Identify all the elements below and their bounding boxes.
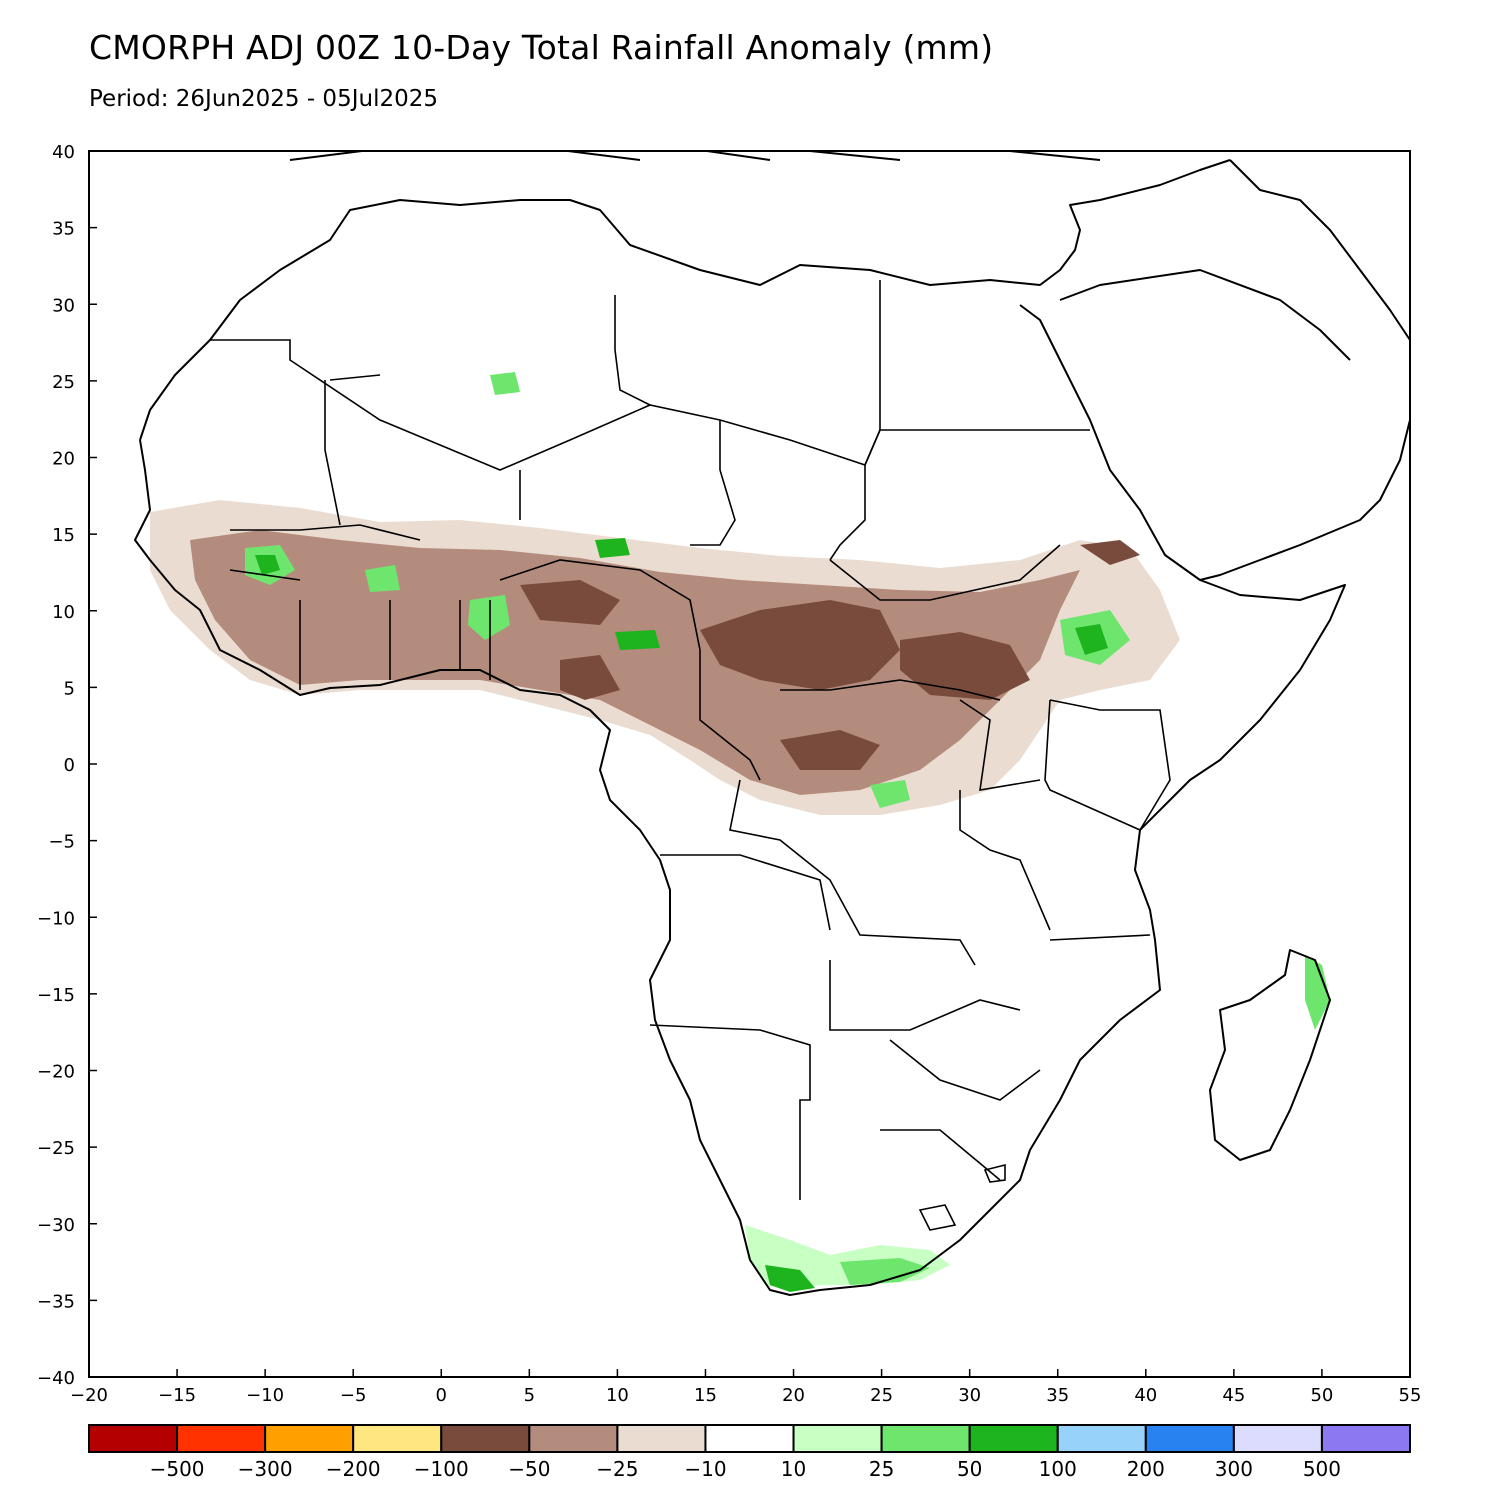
color-legend: −500 −300 −200 −100 −50 −25 −10 10 25 50 100 200 300…	[88, 1424, 1412, 1481]
anomaly-region	[560, 655, 620, 700]
legend-swatch	[1144, 1424, 1235, 1453]
anomaly-field	[150, 372, 1330, 1292]
anomaly-region	[1305, 955, 1330, 1030]
legend-swatch	[1232, 1424, 1323, 1453]
legend-label: −200	[326, 1457, 381, 1481]
legend-label: 200	[1127, 1457, 1165, 1481]
lon-tick-label: −20	[70, 1385, 108, 1406]
lat-tick-label: −40	[37, 1368, 75, 1389]
period-subtitle: Period: 26Jun2025 - 05Jul2025	[89, 86, 438, 112]
lat-tick-label: −35	[37, 1291, 75, 1312]
lat-tick-label: −20	[37, 1062, 75, 1083]
anomaly-region	[700, 600, 900, 690]
anomaly-region	[780, 730, 880, 770]
legend-label: 100	[1039, 1457, 1077, 1481]
lat-tick-label: −25	[37, 1138, 75, 1159]
lat-tick-label: −10	[37, 908, 75, 929]
lat-tick-label: −15	[37, 985, 75, 1006]
lon-tick-label: 5	[524, 1385, 535, 1406]
legend-swatch	[704, 1424, 795, 1453]
chart-title: CMORPH ADJ 00Z 10-Day Total Rainfall Ano…	[89, 28, 994, 67]
legend-label: 50	[957, 1457, 982, 1481]
anomaly-region	[520, 580, 620, 625]
lat-tick-label: 40	[52, 142, 75, 163]
lat-tick-label: 10	[52, 602, 75, 623]
lon-tick-label: −15	[158, 1385, 196, 1406]
anomaly-region	[190, 530, 1080, 795]
lon-tick-label: 40	[1134, 1385, 1157, 1406]
anomaly-region	[490, 372, 520, 395]
country-borders	[210, 280, 1171, 1231]
legend-swatch	[1056, 1424, 1147, 1453]
lon-tick-label: 20	[782, 1385, 805, 1406]
latitude-axis: 40 35 30 25 20 15 10 5 0 −5 −10 −15 −20 −25 −30 −35 −40	[37, 142, 97, 1389]
anomaly-region	[468, 595, 510, 640]
lon-tick-label: 25	[870, 1385, 893, 1406]
anomaly-region	[595, 538, 630, 558]
lat-tick-label: 30	[52, 295, 75, 316]
lon-tick-label: −10	[246, 1385, 284, 1406]
legend-swatch	[88, 1424, 179, 1453]
lat-tick-label: 15	[52, 525, 75, 546]
lat-tick-label: 25	[52, 372, 75, 393]
legend-label: 300	[1215, 1457, 1253, 1481]
lon-tick-label: −5	[340, 1385, 367, 1406]
legend-swatch	[880, 1424, 971, 1453]
legend-label: 10	[781, 1457, 806, 1481]
legend-label: 500	[1303, 1457, 1341, 1481]
anomaly-region	[255, 555, 280, 575]
lon-tick-label: 0	[436, 1385, 447, 1406]
legend-swatch	[264, 1424, 355, 1453]
lat-tick-label: −5	[48, 832, 75, 853]
lon-tick-label: 45	[1222, 1385, 1245, 1406]
lon-tick-label: 35	[1046, 1385, 1069, 1406]
lon-tick-label: 55	[1399, 1385, 1422, 1406]
legend-swatch	[176, 1424, 267, 1453]
lon-tick-label: 10	[606, 1385, 629, 1406]
legend-label: −25	[596, 1457, 638, 1481]
legend-swatch	[968, 1424, 1059, 1453]
legend-label: 25	[869, 1457, 894, 1481]
lon-tick-label: 30	[958, 1385, 981, 1406]
coastlines	[134, 151, 1410, 1296]
legend-swatch	[1320, 1424, 1412, 1453]
legend-label: −10	[684, 1457, 726, 1481]
lon-tick-label: 15	[694, 1385, 717, 1406]
anomaly-region	[870, 780, 910, 808]
lat-tick-label: 20	[52, 449, 75, 470]
anomaly-region	[1075, 624, 1108, 655]
legend-swatch	[440, 1424, 531, 1453]
legend-label: −50	[508, 1457, 550, 1481]
legend-label: −300	[238, 1457, 293, 1481]
lat-tick-label: 5	[64, 678, 75, 699]
anomaly-region	[765, 1265, 815, 1292]
lon-tick-label: 50	[1310, 1385, 1333, 1406]
anomaly-region	[840, 1258, 930, 1285]
anomaly-region	[900, 632, 1030, 700]
anomaly-region	[615, 630, 660, 650]
longitude-axis: −20 −15 −10 −5 0 5 10 15 20 25 30 35 40 45 50 55	[70, 1369, 1421, 1406]
anomaly-region	[365, 565, 400, 592]
lat-tick-label: 0	[64, 755, 75, 776]
legend-swatch	[792, 1424, 883, 1453]
lat-tick-label: 35	[52, 219, 75, 240]
legend-label: −500	[150, 1457, 205, 1481]
anomaly-region	[1080, 540, 1140, 565]
legend-swatch	[352, 1424, 443, 1453]
lat-tick-label: −30	[37, 1215, 75, 1236]
legend-swatch	[528, 1424, 619, 1453]
legend-swatch	[616, 1424, 707, 1453]
legend-label: −100	[414, 1457, 469, 1481]
